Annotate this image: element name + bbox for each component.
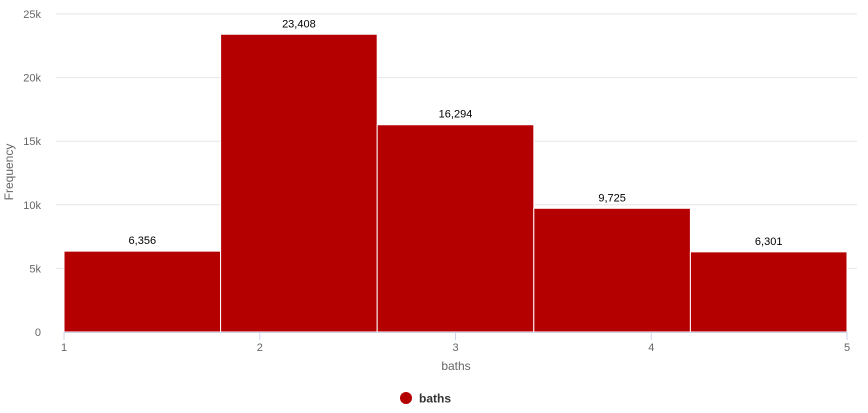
bar-value-label: 9,725: [598, 192, 626, 204]
y-tick-label: 20k: [23, 73, 41, 85]
histogram-bar[interactable]: [689, 251, 848, 333]
data-labels: 6,356 23,408 16,294 9,725 6,301: [129, 18, 783, 248]
bar-value-label: 6,356: [129, 235, 157, 247]
x-axis-title: baths: [441, 359, 470, 373]
x-tick-label: 1: [61, 342, 67, 354]
y-axis-ticks: 0 5k 10k 15k 20k 25k: [23, 9, 41, 339]
x-tick-label: 2: [257, 342, 263, 354]
x-tick-label: 3: [452, 342, 458, 354]
legend-marker-baths[interactable]: [400, 392, 412, 404]
histogram-bar[interactable]: [376, 124, 535, 333]
histogram-bars: [63, 33, 848, 333]
x-tick-label: 4: [648, 342, 654, 354]
legend-label-baths[interactable]: baths: [419, 392, 451, 406]
y-tick-label: 15k: [23, 136, 41, 148]
bar-value-label: 6,301: [755, 236, 783, 248]
y-tick-label: 0: [35, 327, 41, 339]
y-tick-label: 10k: [23, 200, 41, 212]
y-tick-label: 25k: [23, 9, 41, 21]
bar-value-label: 23,408: [282, 18, 316, 30]
x-axis-ticks: 1 2 3 4 5: [61, 332, 850, 354]
legend[interactable]: baths: [400, 392, 451, 406]
y-tick-label: 5k: [29, 263, 41, 275]
histogram-bar[interactable]: [533, 207, 691, 333]
histogram-bar[interactable]: [220, 33, 378, 333]
x-tick-label: 5: [844, 342, 850, 354]
histogram-bar[interactable]: [63, 250, 222, 333]
y-axis-title: Frequency: [2, 144, 16, 201]
bar-value-label: 16,294: [439, 109, 473, 121]
